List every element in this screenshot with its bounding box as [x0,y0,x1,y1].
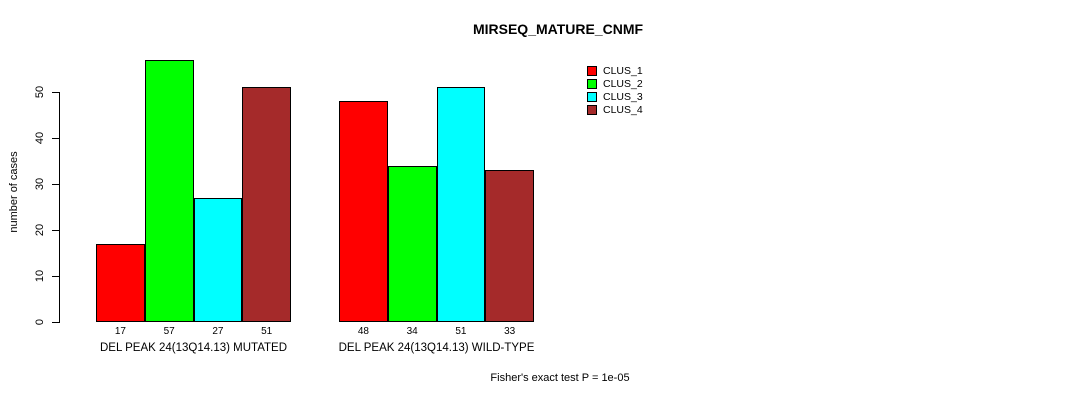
bar [242,87,291,322]
y-axis-label: number of cases [8,151,20,233]
y-axis-tick-label: 0 [34,318,46,326]
legend-label: CLUS_1 [603,64,643,77]
y-axis-tick [52,276,59,277]
bar-value-label: 34 [406,326,418,337]
bar [339,101,388,322]
bar-value-label: 57 [163,326,175,337]
y-axis-tick-label: 20 [34,223,46,237]
stat-test-annotation: Fisher's exact test P = 1e-05 [490,372,630,384]
bar [436,87,486,322]
bar [144,59,194,322]
bar [387,165,437,322]
y-axis-tick [52,138,59,139]
y-axis-tick [52,92,59,93]
legend-swatch [587,65,597,76]
legend-label: CLUS_2 [603,77,643,90]
y-axis-tick-label: 10 [34,269,46,283]
x-axis-group-label: DEL PEAK 24(13Q14.13) MUTATED [99,342,288,354]
y-axis-tick [52,184,59,185]
bar-value-label: 48 [357,326,369,337]
y-axis-tick [52,322,59,323]
legend-item: CLUS_2 [587,77,643,90]
legend: CLUS_1 CLUS_2 CLUS_3 CLUS_4 [587,64,643,116]
legend-item: CLUS_3 [587,90,643,103]
bar-value-label: 27 [212,326,224,337]
legend-swatch [587,78,597,89]
legend-item: CLUS_4 [587,103,643,116]
bar-value-label: 51 [261,326,273,337]
bar [485,170,534,322]
y-axis-tick-label: 40 [34,131,46,145]
chart-title: MIRSEQ_MATURE_CNMF [472,21,644,37]
bar-value-label: 17 [114,326,126,337]
y-axis-tick-label: 50 [34,85,46,99]
y-axis-tick [52,230,59,231]
legend-swatch [587,91,597,102]
legend-label: CLUS_4 [603,103,643,116]
legend-item: CLUS_1 [587,64,643,77]
bar [193,197,243,322]
legend-label: CLUS_3 [603,90,643,103]
bar-value-label: 51 [455,326,467,337]
bar-value-label: 33 [504,326,516,337]
bar [96,243,145,322]
y-axis-tick-label: 30 [34,177,46,191]
legend-swatch [587,104,597,115]
y-axis-line [59,92,60,323]
x-axis-group-label: DEL PEAK 24(13Q14.13) WILD-TYPE [338,342,535,354]
